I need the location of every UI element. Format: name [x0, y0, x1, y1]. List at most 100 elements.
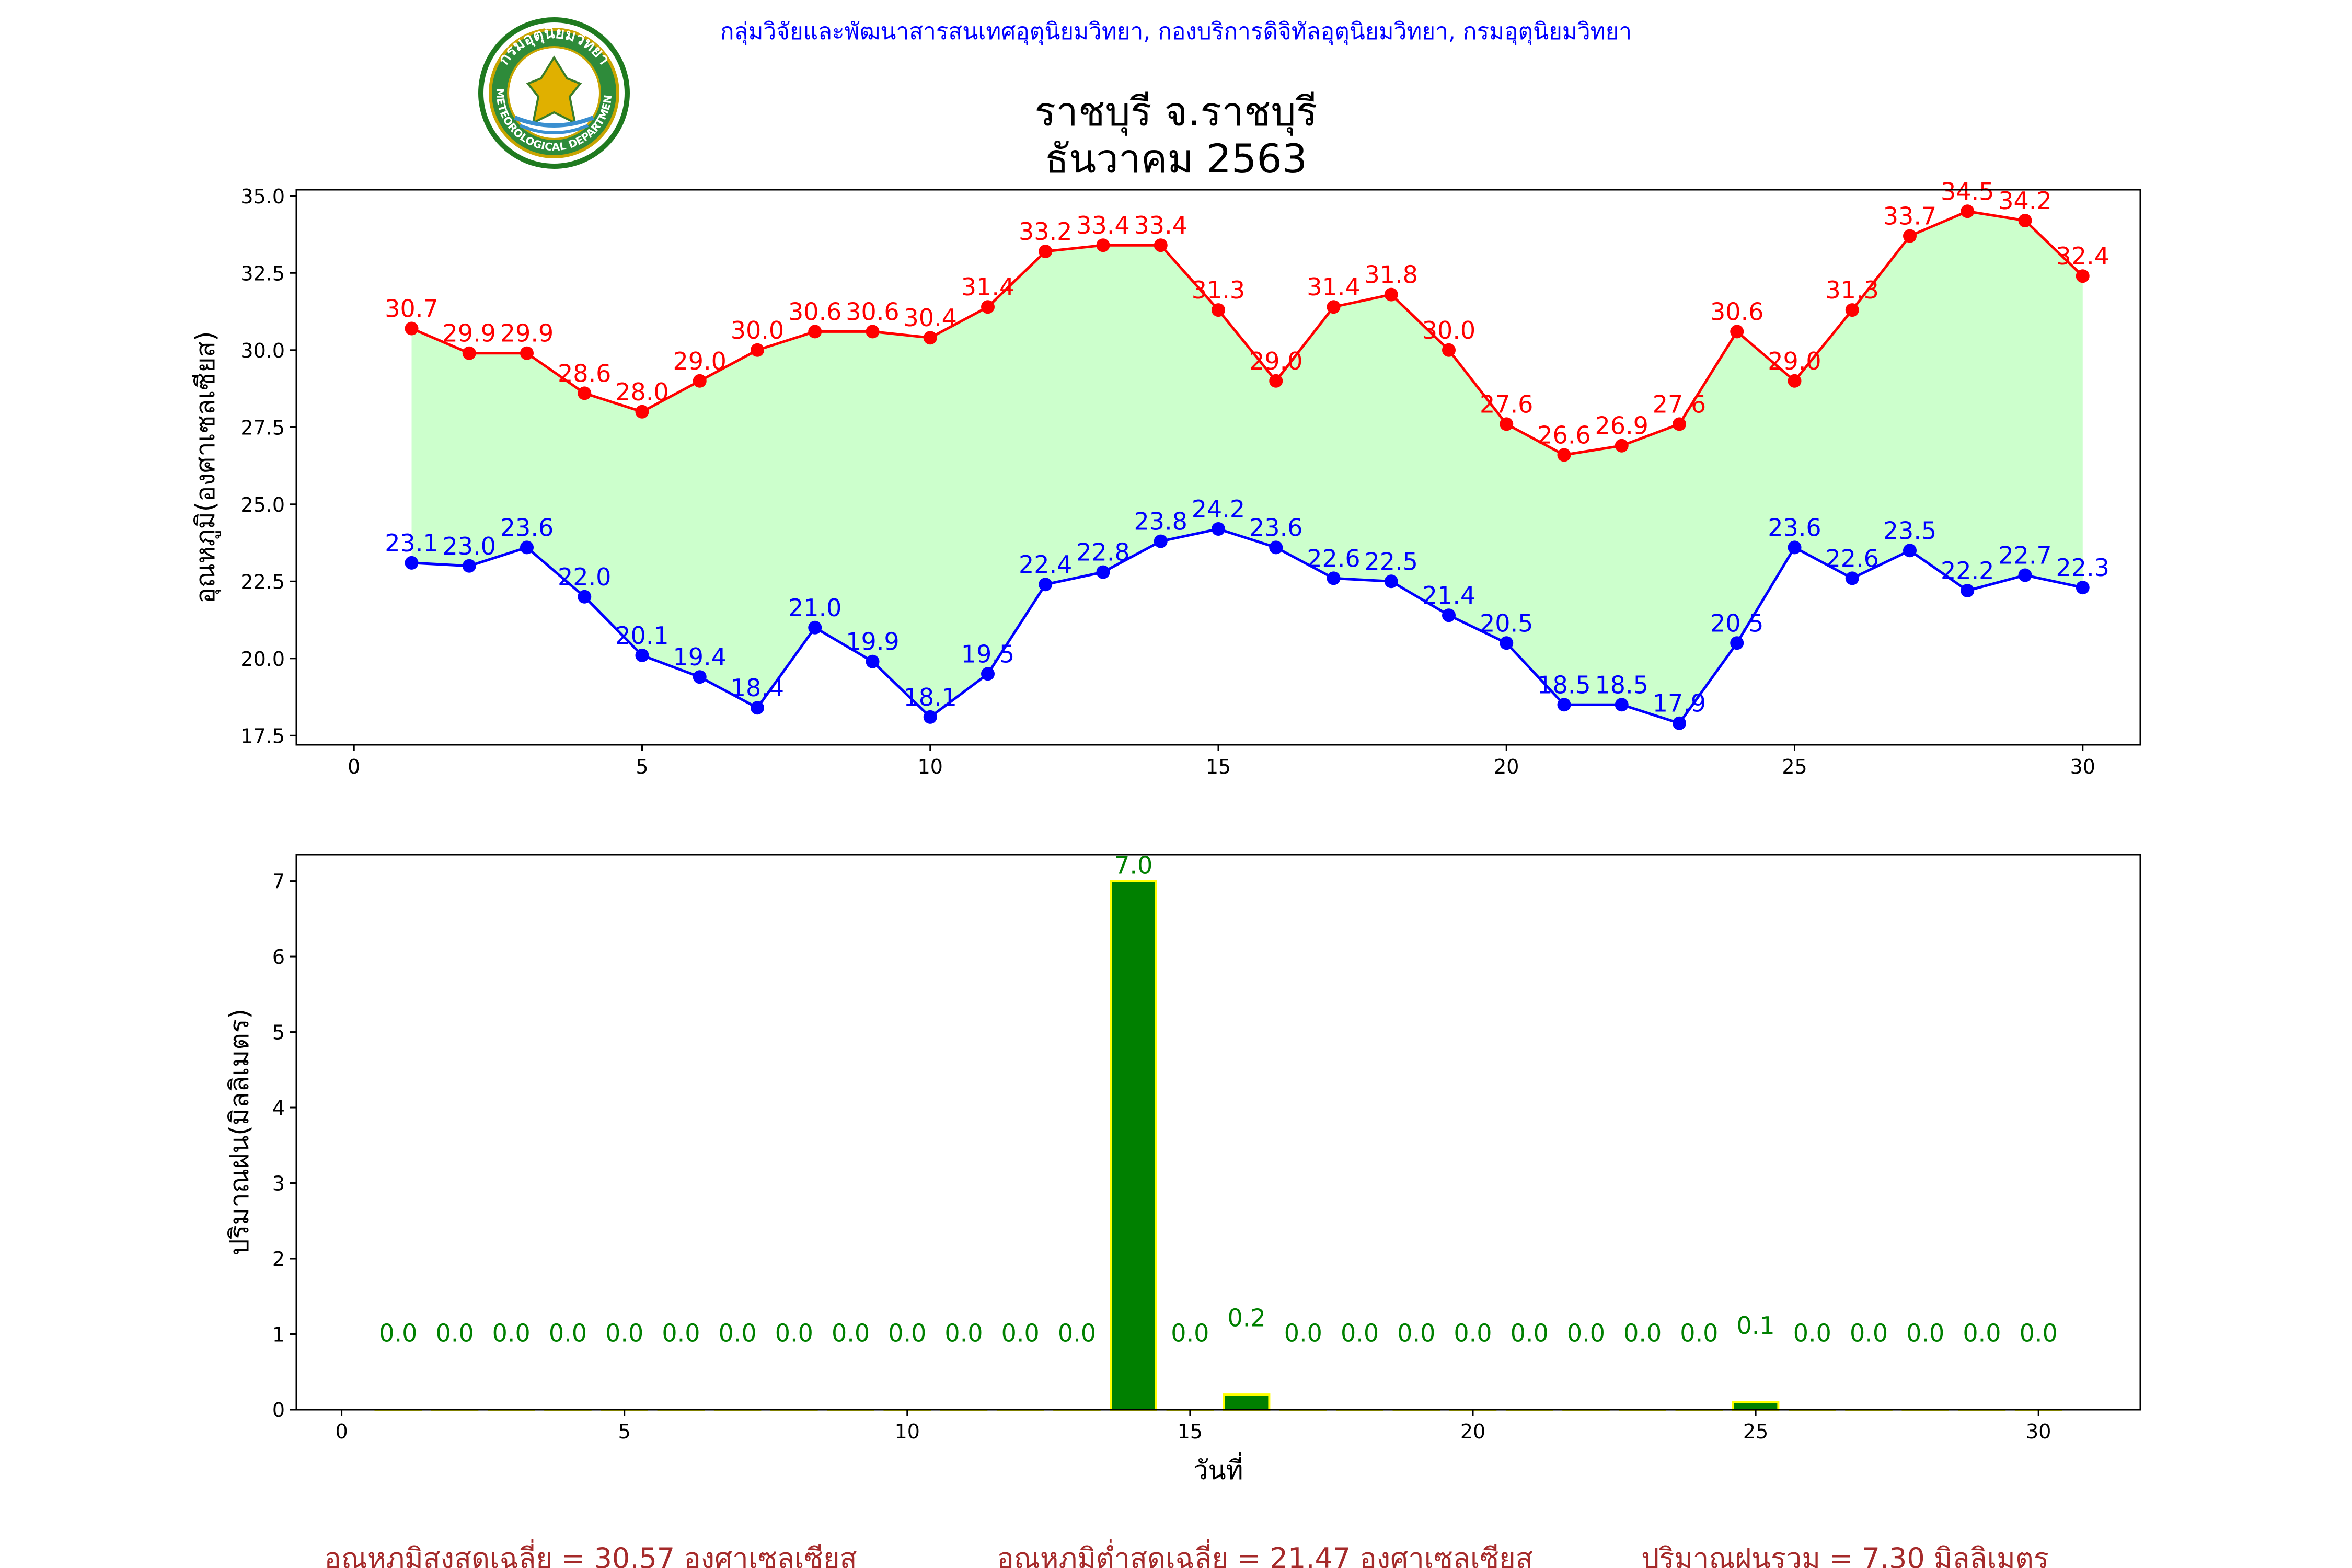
- min-temperature-line: [411, 527, 2083, 725]
- rainfall-y-tick-label: 5: [272, 1021, 285, 1044]
- min-temperature-label: 18.5: [1595, 671, 1648, 699]
- rainfall-plot-frame: [295, 854, 2141, 1411]
- min-temperature-label: 17.9: [1653, 689, 1706, 718]
- min-temperature-label: 23.1: [385, 529, 438, 557]
- min-temperature-point: [405, 556, 419, 570]
- rainfall-value-label: 0.0: [662, 1319, 700, 1347]
- rainfall-value-label: 0.0: [1963, 1319, 2001, 1347]
- min-temperature-label: 20.5: [1480, 609, 1533, 637]
- min-temperature-point: [866, 654, 880, 668]
- rainfall-value-label: 0.0: [1454, 1319, 1492, 1347]
- min-temperature-point: [578, 590, 592, 604]
- min-temperature-label: 23.6: [500, 513, 554, 541]
- max-temperature-label: 29.0: [1768, 347, 1821, 375]
- min-temperature-label: 21.0: [788, 594, 841, 622]
- rainfall-value-label: 0.0: [435, 1319, 474, 1347]
- max-temperature-point: [1730, 325, 1744, 339]
- rainfall-y-tick-label: 2: [272, 1248, 285, 1271]
- max-temperature-label: 30.6: [788, 297, 841, 326]
- rainfall-value-label: 0.0: [719, 1319, 757, 1347]
- day-axis-label: วันที่: [1193, 1452, 1243, 1485]
- min-temperature-point: [1673, 716, 1686, 730]
- min-temperature-point: [1096, 565, 1110, 579]
- max-temperature-point: [1096, 238, 1110, 252]
- min-temperature-label: 19.4: [673, 643, 727, 671]
- rainfall-value-label: 0.0: [1793, 1319, 1831, 1347]
- max-temperature-point: [578, 386, 592, 400]
- temperature-x-tick-label: 15: [1206, 755, 1231, 778]
- min-temperature-label: 20.1: [615, 621, 668, 650]
- min-temperature-point: [1615, 698, 1629, 712]
- rainfall-value-label: 0.1: [1737, 1311, 1775, 1340]
- max-temperature-label: 29.9: [443, 319, 496, 348]
- rainfall-y-tick-label: 4: [272, 1097, 285, 1120]
- min-temperature-point: [1557, 698, 1571, 712]
- min-temperature-label: 22.6: [1307, 544, 1360, 572]
- max-temperature-point: [462, 346, 476, 360]
- rainfall-value-label: 7.0: [1114, 851, 1152, 880]
- min-temperature-point: [808, 620, 822, 635]
- min-temperature-point: [981, 667, 995, 681]
- max-temperature-label: 30.6: [1710, 297, 1763, 326]
- temperature-x-tick-label: 0: [348, 755, 360, 778]
- min-temperature-label: 19.9: [846, 628, 899, 656]
- rainfall-y-tick-label: 3: [272, 1172, 285, 1195]
- max-temperature-label: 29.0: [1249, 347, 1302, 375]
- rainfall-value-label: 0.0: [1397, 1319, 1435, 1347]
- page-title-month: ธันวาคม 2563: [1045, 135, 1307, 182]
- max-temperature-label: 26.6: [1537, 421, 1590, 449]
- rainfall-value-label: 0.0: [605, 1319, 643, 1347]
- meteorological-department-logo: กรมอุตุนิยมวิทยา METEOROLOGICAL DEPARTME…: [0, 0, 630, 169]
- rainfall-x-tick-label: 25: [1743, 1420, 1768, 1443]
- rainfall-value-label: 0.0: [1680, 1319, 1718, 1347]
- max-temperature-label: 31.4: [1307, 273, 1360, 301]
- temperature-x-tick-label: 5: [636, 755, 648, 778]
- rainfall-value-label: 0.0: [1001, 1319, 1040, 1347]
- min-temperature-point: [1212, 522, 1225, 536]
- min-temperature-label: 22.8: [1076, 538, 1129, 567]
- min-temperature-point: [1039, 578, 1053, 592]
- temperature-x-tick-label: 25: [1782, 755, 1807, 778]
- min-temperature-point: [1269, 540, 1283, 555]
- rainfall-y-tick-label: 6: [272, 946, 285, 969]
- max-temperature-point: [923, 331, 937, 345]
- max-temperature-point: [520, 346, 534, 360]
- min-temperature-point: [693, 670, 707, 684]
- max-temperature-label: 31.3: [1192, 276, 1245, 304]
- rainfall-value-label: 0.0: [1850, 1319, 1888, 1347]
- rainfall-value-label: 0.0: [775, 1319, 813, 1347]
- max-temperature-label: 33.2: [1019, 217, 1072, 246]
- rainfall-y-tick-label: 0: [272, 1399, 285, 1422]
- max-temperature-point: [1500, 417, 1514, 431]
- max-temperature-point: [1673, 417, 1686, 431]
- max-temperature-point: [1384, 287, 1398, 302]
- rainfall-x-tick-label: 5: [618, 1420, 631, 1443]
- max-temperature-point: [1269, 374, 1283, 388]
- min-temperature-label: 22.3: [2056, 554, 2109, 582]
- min-temperature-point: [1788, 540, 1802, 555]
- rainfall-value-label: 0.0: [1171, 1319, 1209, 1347]
- max-temperature-label: 28.6: [558, 359, 611, 387]
- temperature-y-tick-label: 25.0: [240, 493, 285, 516]
- temperature-y-tick-label: 32.5: [240, 262, 285, 285]
- page-title-station: ราชบุรี จ.ราชบุรี: [1034, 88, 1317, 136]
- avg-max-summary: อุณหภูมิสูงสุดเฉลี่ย = 30.57 องศาเซลเซีย…: [324, 1539, 857, 1568]
- min-temperature-label: 19.5: [961, 640, 1014, 668]
- rainfall-value-label: 0.0: [944, 1319, 983, 1347]
- min-temperature-label: 23.0: [443, 532, 496, 560]
- temperature-x-tick-label: 10: [918, 755, 943, 778]
- rainfall-value-label: 0.2: [1228, 1304, 1266, 1332]
- min-temperature-point: [1845, 571, 1859, 585]
- min-temperature-point: [923, 710, 937, 724]
- avg-min-summary: อุณหภูมิต่ำสุดเฉลี่ย = 21.47 องศาเซลเซีย…: [997, 1539, 1532, 1568]
- max-temperature-label: 30.7: [385, 295, 438, 323]
- rainfall-bar: [1110, 880, 1157, 1411]
- max-temperature-label: 30.0: [731, 316, 784, 344]
- temperature-x-tick-label: 30: [2070, 755, 2095, 778]
- temperature-x-tick-label: 20: [1494, 755, 1519, 778]
- max-temperature-label: 28.0: [615, 378, 668, 406]
- max-temperature-point: [981, 300, 995, 314]
- max-temperature-label: 31.3: [1826, 276, 1879, 304]
- max-temperature-label: 30.6: [846, 297, 899, 326]
- max-temperature-point: [1327, 300, 1341, 314]
